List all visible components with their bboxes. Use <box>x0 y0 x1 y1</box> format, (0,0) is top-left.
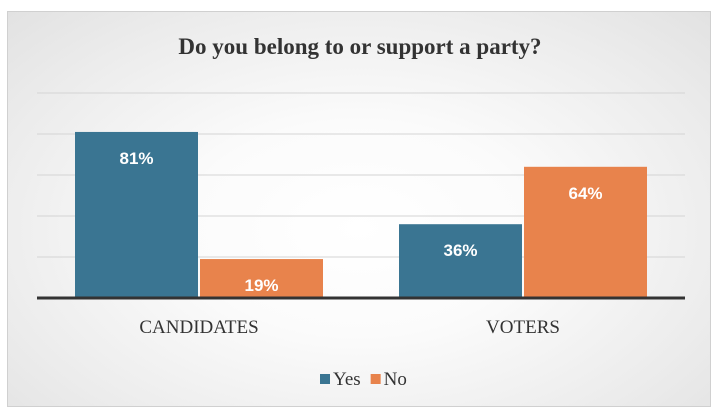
data-label: 81% <box>119 149 153 168</box>
data-label: 19% <box>244 276 278 295</box>
bars <box>75 131 647 298</box>
bar-no-candidates <box>200 259 323 298</box>
bar-yes-voters <box>399 224 522 298</box>
legend-swatch-no <box>370 374 381 384</box>
legend-label-no: No <box>384 369 407 390</box>
legend: Yes No <box>320 369 407 390</box>
category-labels: CANDIDATES VOTERS <box>139 317 560 338</box>
chart-title: Do you belong to or support a party? <box>178 34 541 59</box>
category-label: CANDIDATES <box>139 317 258 338</box>
bar-no-voters <box>524 166 647 298</box>
data-label: 36% <box>443 241 477 260</box>
data-label: 64% <box>568 184 602 203</box>
legend-label-yes: Yes <box>333 369 361 390</box>
bar-yes-candidates <box>75 131 198 298</box>
category-label: VOTERS <box>486 317 560 338</box>
value-labels: 81% 19% 36% 64% <box>119 149 602 295</box>
legend-swatch-yes <box>320 374 330 384</box>
